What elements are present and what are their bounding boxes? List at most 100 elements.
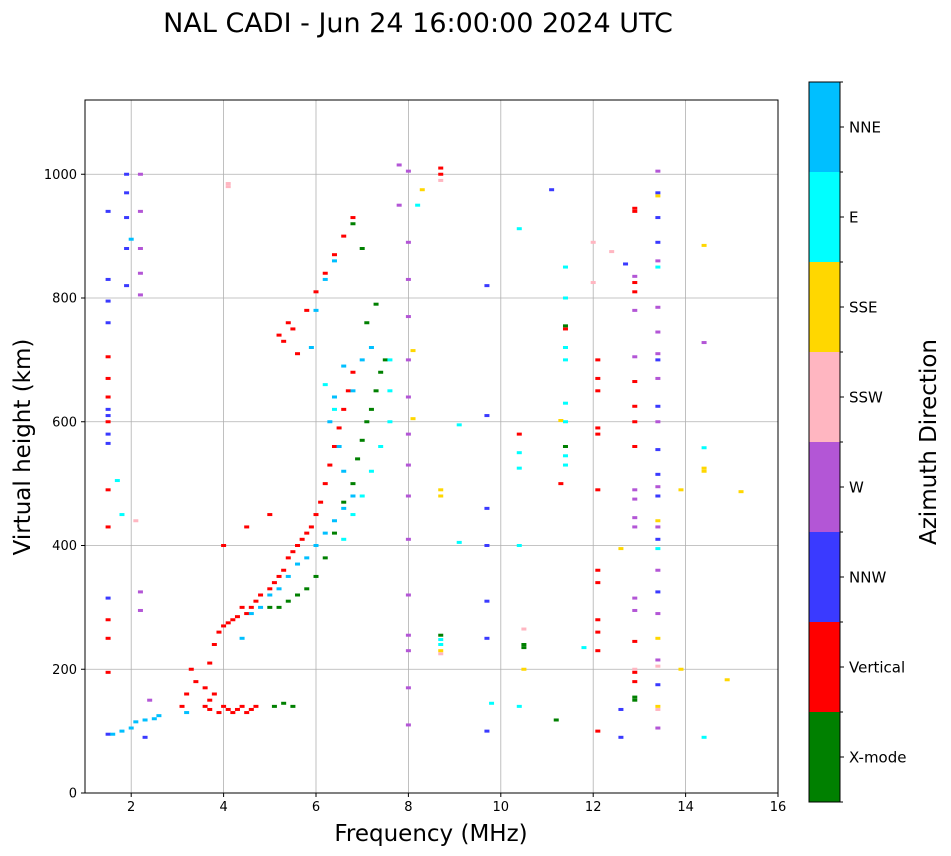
data-point (378, 370, 384, 374)
x-tick-label: 2 (127, 800, 135, 815)
data-point (618, 707, 624, 711)
data-point (230, 618, 236, 622)
data-point (105, 355, 111, 359)
data-point (632, 445, 638, 448)
data-point (632, 698, 638, 702)
data-point (313, 513, 319, 517)
colorbar-swatch (809, 172, 840, 262)
data-point (405, 537, 411, 541)
data-point (553, 718, 559, 722)
data-point (655, 485, 661, 489)
data-point (281, 701, 287, 705)
data-point (595, 358, 601, 362)
x-tick-label: 4 (219, 800, 227, 815)
data-point (368, 407, 374, 411)
data-point (655, 525, 661, 529)
data-point (655, 216, 661, 220)
data-point (562, 463, 568, 467)
data-point (137, 590, 143, 594)
y-axis-ticks: 0 200 400 600 800 1000 (44, 168, 85, 802)
data-point (276, 587, 282, 591)
data-point (345, 389, 351, 393)
data-point (521, 667, 527, 671)
data-point (350, 494, 356, 498)
data-point (595, 376, 601, 380)
y-axis-label: Virtual height (km) (10, 339, 36, 556)
data-point (595, 581, 601, 585)
data-point (405, 395, 411, 399)
data-point (396, 203, 402, 207)
data-point (655, 330, 661, 334)
data-point (632, 497, 638, 501)
data-point (202, 686, 208, 690)
y-tick-label: 200 (52, 663, 77, 678)
data-point (516, 704, 522, 708)
data-point (438, 166, 444, 170)
data-point (632, 355, 638, 359)
x-axis-label: Frequency (MHz) (334, 821, 527, 847)
data-point (124, 191, 130, 195)
data-point (230, 711, 236, 715)
y-tick-label: 800 (52, 292, 77, 307)
data-point (516, 227, 522, 231)
data-point (618, 547, 624, 551)
x-tick-label: 10 (493, 800, 510, 815)
data-point (632, 608, 638, 612)
data-point (456, 423, 462, 427)
data-point (405, 494, 411, 498)
data-point (299, 537, 305, 541)
data-point (285, 574, 291, 578)
data-point (216, 630, 222, 634)
data-point (137, 172, 143, 176)
data-point (322, 531, 328, 535)
data-point (304, 531, 310, 535)
data-point (632, 525, 638, 529)
data-point (304, 587, 310, 591)
data-point (124, 284, 130, 288)
data-point (105, 209, 111, 213)
data-point (655, 448, 661, 452)
data-point (562, 327, 568, 331)
data-point (225, 185, 231, 189)
data-point (405, 358, 411, 362)
data-point (456, 540, 462, 544)
data-point (128, 726, 134, 730)
data-point (562, 454, 568, 458)
data-point (239, 636, 245, 640)
y-tick-label: 600 (52, 415, 77, 430)
data-point (331, 259, 337, 263)
data-point (137, 271, 143, 275)
data-point (124, 172, 130, 176)
data-point (484, 729, 490, 733)
data-point (295, 593, 301, 597)
colorbar-label: SSE (849, 299, 878, 317)
data-point (304, 556, 310, 560)
data-point (632, 206, 638, 210)
data-point (655, 194, 661, 198)
data-point (562, 296, 568, 300)
data-point (355, 457, 361, 461)
data-point (419, 188, 425, 192)
data-point (701, 446, 707, 450)
data-point (521, 646, 527, 650)
data-point (623, 262, 629, 266)
data-point (655, 568, 661, 572)
data-point (632, 695, 638, 699)
data-point (105, 277, 111, 281)
data-point (595, 729, 601, 733)
data-point (221, 704, 227, 708)
data-point (701, 341, 707, 345)
colorbar-swatch (809, 352, 840, 442)
data-point (313, 544, 319, 547)
data-point (438, 649, 444, 653)
data-point (110, 732, 116, 736)
data-point (313, 308, 319, 312)
data-point (562, 445, 568, 448)
data-point (137, 247, 143, 250)
data-point (322, 556, 328, 560)
data-point (562, 420, 568, 424)
series-nnw (105, 172, 661, 739)
data-point (484, 544, 490, 547)
data-point (225, 707, 231, 711)
